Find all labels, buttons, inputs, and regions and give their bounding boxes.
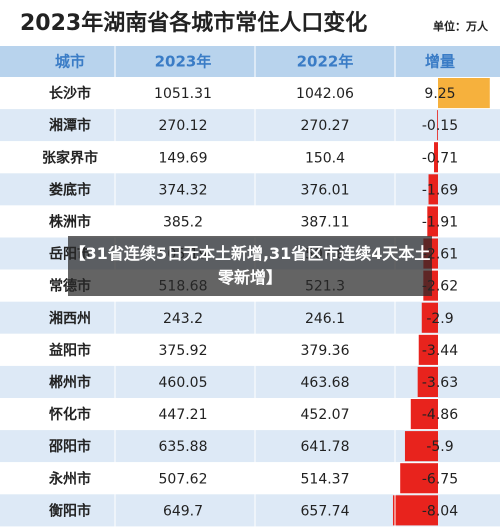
- cell-value: -3.63: [422, 375, 458, 391]
- column-header: 2022年: [297, 53, 354, 71]
- cell-value: 1042.06: [296, 86, 354, 102]
- city-name: 永州市: [48, 470, 91, 487]
- city-name: 株洲市: [49, 213, 91, 230]
- cell-value: 649.7: [163, 503, 203, 519]
- increment-bar: [418, 334, 438, 365]
- increment-bar: [437, 110, 438, 141]
- city-name: 湘西州: [49, 310, 91, 327]
- row-bg: [0, 77, 500, 110]
- city-name: 娄底市: [49, 181, 91, 198]
- cell-value: 1051.31: [154, 86, 212, 102]
- news-overlay: 【31省连续5日无本土新增,31省区市连续4天本土零新增】: [68, 236, 432, 296]
- cell-value: 374.32: [159, 182, 208, 198]
- cell-value: 9.25: [424, 86, 455, 102]
- cell-value: 246.1: [305, 311, 345, 327]
- city-name: 郴州市: [49, 374, 91, 391]
- increment-bar: [427, 206, 438, 237]
- cell-value: 447.21: [159, 407, 208, 423]
- cell-value: -2.9: [426, 311, 453, 327]
- city-name: 怀化市: [49, 406, 91, 423]
- cell-value: -8.04: [422, 503, 458, 519]
- cell-value: 379.36: [301, 343, 350, 359]
- title: 2023年湖南省各城市常住人口变化: [20, 10, 367, 36]
- cell-value: 460.05: [159, 375, 208, 391]
- increment-bar: [417, 366, 438, 397]
- increment-bar: [438, 78, 490, 109]
- city-name: 湘潭市: [49, 117, 91, 134]
- cell-value: -1.69: [422, 182, 458, 198]
- header-row: [0, 46, 500, 77]
- increment-bar: [410, 399, 438, 430]
- cell-value: 385.2: [163, 214, 203, 230]
- increment-bar: [421, 302, 438, 333]
- cell-value: 376.01: [301, 182, 350, 198]
- cell-value: 463.68: [301, 375, 350, 391]
- increment-bar: [400, 463, 438, 494]
- cell-value: -6.75: [422, 471, 458, 487]
- cell-value: 514.37: [301, 471, 350, 487]
- increment-bar: [392, 495, 438, 526]
- cell-value: -1.91: [422, 214, 458, 230]
- cell-value: -5.9: [426, 439, 453, 455]
- cell-value: 375.92: [159, 343, 208, 359]
- cell-value: -4.86: [422, 407, 458, 423]
- cell-value: 150.4: [305, 150, 345, 166]
- city-name: 益阳市: [49, 342, 91, 359]
- cell-value: -0.15: [422, 118, 458, 134]
- cell-value: 657.74: [301, 503, 350, 519]
- row-bg: [0, 141, 500, 174]
- column-header: 增量: [425, 53, 455, 71]
- cell-value: 635.88: [159, 439, 208, 455]
- column-header: 2023年: [155, 53, 212, 71]
- cell-value: 270.12: [159, 118, 208, 134]
- increment-bar: [428, 174, 438, 205]
- city-name: 张家界市: [42, 149, 98, 166]
- row-bg: [0, 333, 500, 366]
- row-bg: [0, 365, 500, 398]
- city-name: 衡阳市: [49, 502, 91, 519]
- cell-value: -0.71: [422, 150, 458, 166]
- city-name: 邵阳市: [48, 438, 91, 455]
- row-bg: [0, 109, 500, 142]
- row-bg: [0, 205, 500, 238]
- cell-value: 641.78: [301, 439, 350, 455]
- row-bg: [0, 301, 500, 334]
- column-header: 城市: [55, 53, 85, 71]
- cell-value: 387.11: [301, 214, 350, 230]
- city-name: 长沙市: [49, 85, 91, 102]
- unit: 单位：万人: [433, 19, 489, 33]
- cell-value: 452.07: [301, 407, 350, 423]
- cell-value: 507.62: [159, 471, 208, 487]
- cell-value: 149.69: [159, 150, 208, 166]
- cell-value: 270.27: [301, 118, 350, 134]
- cell-value: 243.2: [163, 311, 203, 327]
- cell-value: -3.44: [422, 343, 458, 359]
- increment-bar: [404, 431, 438, 462]
- row-bg: [0, 173, 500, 206]
- increment-bar: [434, 142, 438, 173]
